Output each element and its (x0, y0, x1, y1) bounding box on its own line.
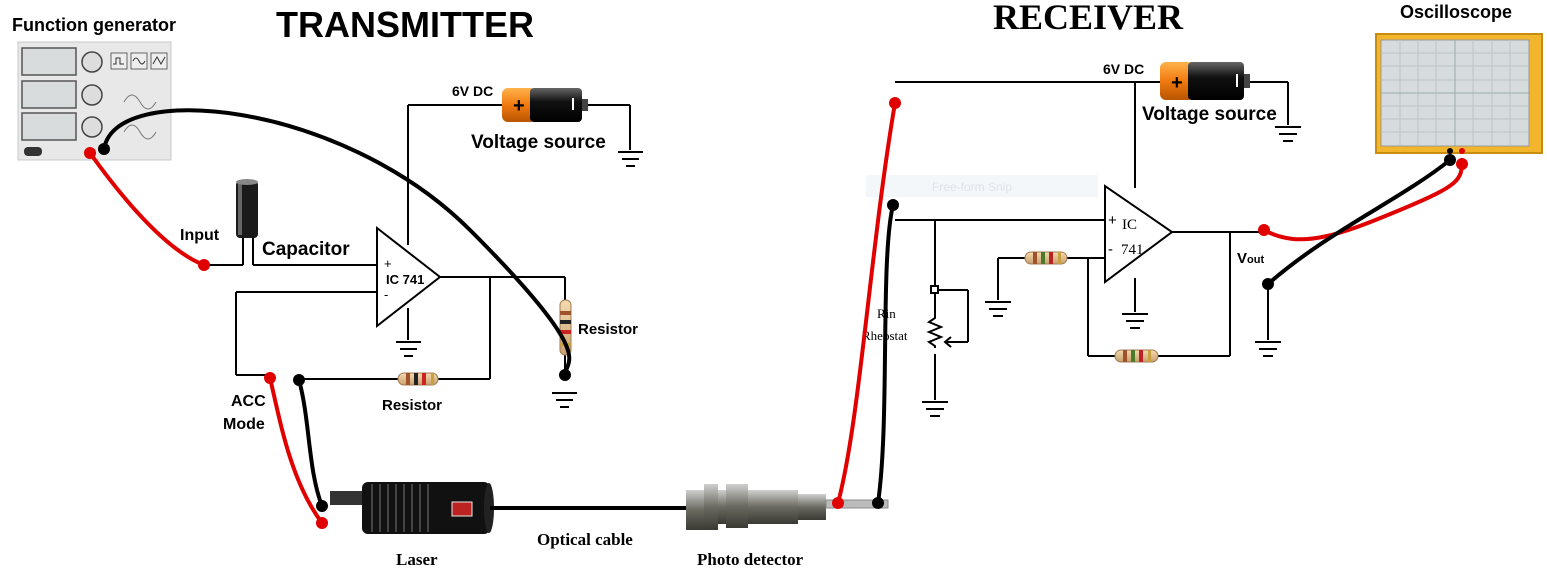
acc-mode-label-line2: Mode (223, 416, 265, 433)
snip-overlay (866, 175, 1098, 197)
photo-detector-label: Photo detector (697, 550, 804, 569)
ground-icon (922, 401, 948, 417)
tx-opamp-minus: - (384, 287, 388, 302)
rx-ic-label-line2: 741 (1121, 242, 1144, 258)
ground-icon (985, 301, 1011, 317)
rx-opamp-plus: + (1108, 212, 1117, 229)
photo-detector (686, 484, 889, 530)
receiver-wiring (895, 81, 1289, 400)
tx-voltage-source-label: Voltage source (471, 132, 606, 153)
tx-resistor-bottom-label: Resistor (382, 397, 442, 414)
rx-voltage-source-label: Voltage source (1142, 104, 1277, 125)
ground-icon (1275, 126, 1301, 142)
ground-icon (552, 392, 577, 408)
receiver-title: RECEIVER (993, 0, 1184, 37)
acc-mode-label-line1: ACC (231, 393, 266, 410)
rheostat-component (926, 285, 968, 348)
rx-battery: + (1160, 62, 1250, 100)
tx-opamp-plus: + (384, 256, 392, 271)
ground-icon (1255, 341, 1281, 357)
free-form-snip-text: Free-form Snip (932, 180, 1012, 194)
tx-resistor-horizontal (397, 372, 439, 386)
rx-resistor-input (1024, 251, 1068, 265)
tx-ic-label: IC 741 (386, 272, 424, 287)
oscilloscope-device (1375, 33, 1543, 154)
transmitter-wiring (204, 104, 631, 380)
optical-cable-label: Optical cable (537, 530, 633, 549)
probe-cables (88, 101, 1464, 525)
ground-icon (396, 341, 421, 357)
transmitter-title: TRANSMITTER (276, 4, 534, 45)
rx-opamp-minus: - (1108, 241, 1113, 258)
tx-voltage-label: 6V DC (452, 83, 493, 99)
rx-voltage-label: 6V DC (1103, 61, 1144, 77)
tx-battery: + (502, 88, 588, 122)
transmitter-opamp (376, 225, 442, 329)
ground-icon (1122, 313, 1148, 329)
tx-resistor-right-label: Resistor (578, 321, 638, 338)
receiver-opamp (1104, 184, 1174, 284)
tx-resistor-vertical (559, 299, 572, 356)
input-label: Input (180, 227, 220, 244)
function-generator-label: Function generator (12, 15, 176, 35)
svg-text:+: + (513, 95, 525, 117)
oscilloscope-label: Oscilloscope (1400, 2, 1512, 22)
capacitor-component (236, 179, 258, 238)
rx-resistor-feedback (1114, 349, 1159, 363)
function-generator-device (17, 41, 172, 161)
laser-module (330, 482, 494, 534)
vout-label: Vout (1237, 250, 1264, 267)
connection-dots (84, 97, 1468, 529)
laser-label: Laser (396, 550, 438, 569)
capacitor-label: Capacitor (262, 239, 350, 260)
rx-ic-label-line1: IC (1122, 217, 1137, 233)
svg-text:+: + (1171, 72, 1183, 94)
ground-icon (618, 151, 643, 167)
